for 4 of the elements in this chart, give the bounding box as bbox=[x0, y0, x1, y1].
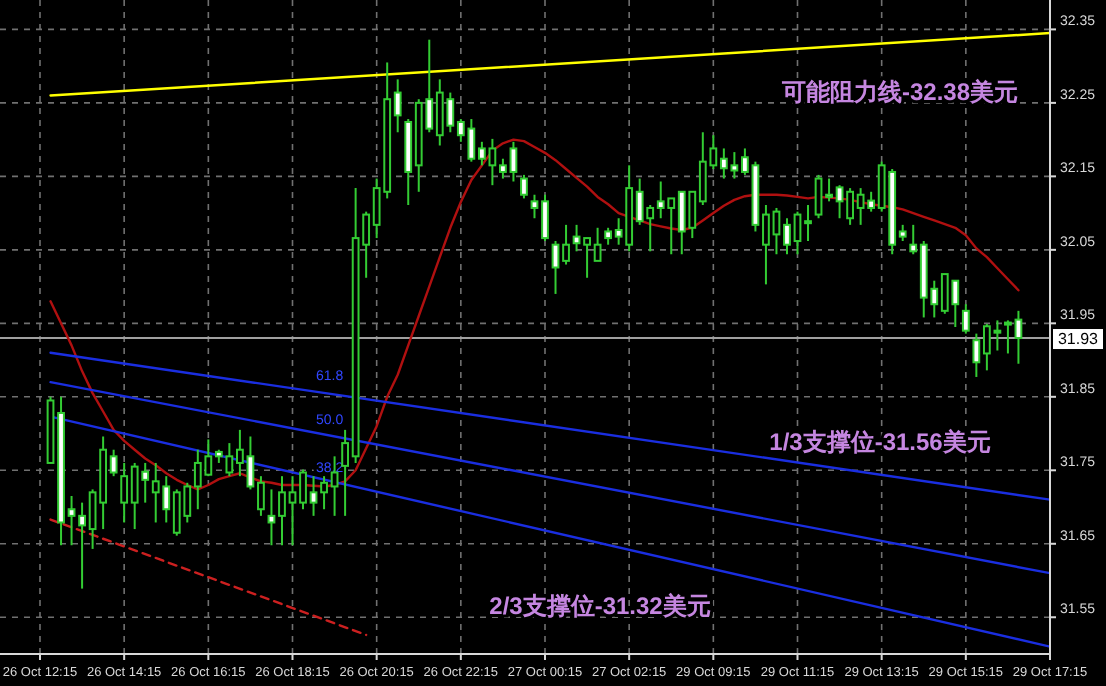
ref-line-label: 31.93 bbox=[1057, 330, 1100, 349]
annotation: 2/3支撑位-31.32美元 bbox=[489, 592, 711, 620]
annotation: 可能阻力线-32.38美元 bbox=[779, 78, 1019, 106]
annotation: 1/3支撑位-31.56美元 bbox=[769, 428, 991, 456]
